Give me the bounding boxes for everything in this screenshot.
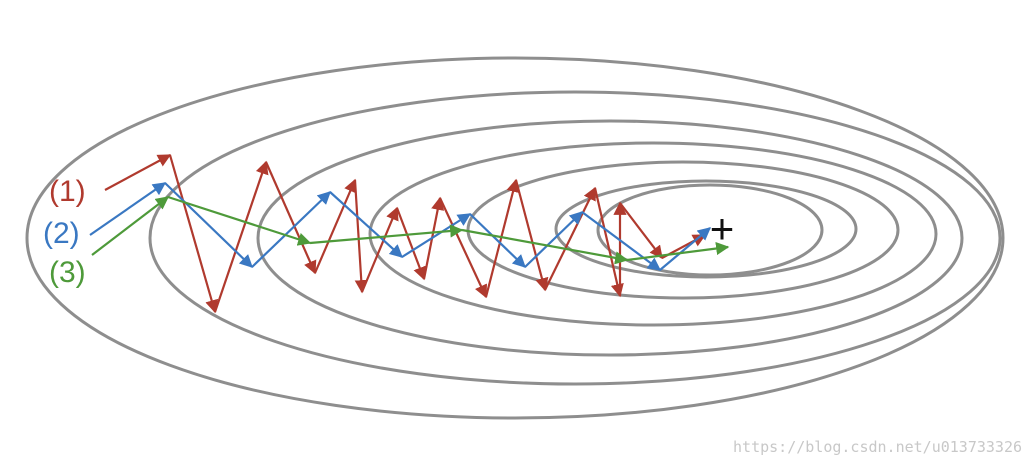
contour-ellipse-7	[596, 183, 824, 277]
path-2-label: (2)	[43, 217, 80, 250]
contour-ellipse-6	[554, 179, 858, 279]
minimum-marker: +	[710, 205, 735, 252]
contour-ellipse-2	[148, 90, 1002, 386]
path-2-blue	[89, 182, 712, 271]
watermark-url: https://blog.csdn.net/u013733326	[733, 438, 1022, 456]
contour-ellipse-3	[256, 119, 964, 357]
contour-lines	[25, 56, 1005, 420]
path-1-label: (1)	[49, 175, 86, 208]
path-3-green-smooth	[91, 195, 730, 265]
path-1-red-oscillating	[104, 154, 707, 314]
contour-ellipse-1	[25, 56, 1005, 420]
path-3-label: (3)	[49, 256, 86, 289]
contour-ellipse-4	[368, 141, 938, 327]
